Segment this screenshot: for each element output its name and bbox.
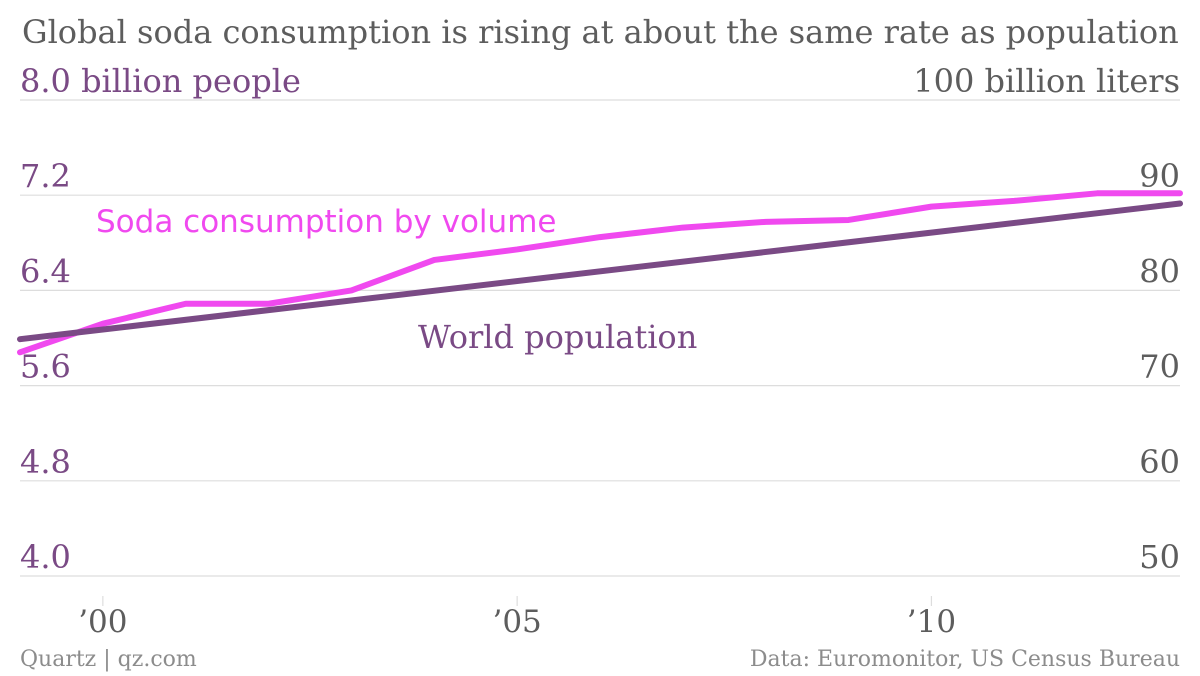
right-axis-tick-label-2: 70	[1139, 348, 1180, 386]
left-axis-tick-label-1: 4.8	[20, 443, 71, 481]
right-axis-tick-label-3: 80	[1139, 252, 1180, 290]
series-lines	[17, 190, 1183, 356]
x-axis-tick-label-2: ’10	[907, 604, 956, 640]
data-source: Data: Euromonitor, US Census Bureau	[750, 647, 1180, 672]
left-axis-unit-label: 8.0 billion people	[20, 62, 301, 100]
x-axis: ’00 ’05 ’10	[78, 596, 956, 640]
left-axis-tick-label-4: 7.2	[20, 157, 71, 195]
world-population-line	[17, 200, 1183, 343]
left-axis-tick-label-0: 4.0	[20, 538, 71, 576]
right-axis-unit-label: 100 billion liters	[913, 62, 1180, 100]
left-axis-tick-label-2: 5.6	[20, 348, 71, 386]
right-axis-tick-label-4: 90	[1139, 157, 1180, 195]
left-axis-tick-label-3: 6.4	[20, 252, 71, 290]
right-axis-tick-label-1: 60	[1139, 443, 1180, 481]
x-axis-tick-label-1: ’05	[492, 604, 541, 640]
right-axis-tick-label-0: 50	[1139, 538, 1180, 576]
right-axis-ticks: 50 60 70 80 90	[1139, 157, 1180, 576]
soda-series-label: Soda consumption by volume	[96, 204, 556, 240]
source-credit: Quartz | qz.com	[20, 647, 197, 672]
population-series-label: World population	[418, 318, 697, 356]
left-axis-ticks: 4.0 4.8 5.6 6.4 7.2	[20, 157, 71, 576]
grid-lines	[20, 99, 1180, 577]
chart-title: Global soda consumption is rising at abo…	[22, 13, 1179, 51]
soda-consumption-line	[17, 190, 1183, 356]
x-axis-tick-label-0: ’00	[78, 604, 127, 640]
